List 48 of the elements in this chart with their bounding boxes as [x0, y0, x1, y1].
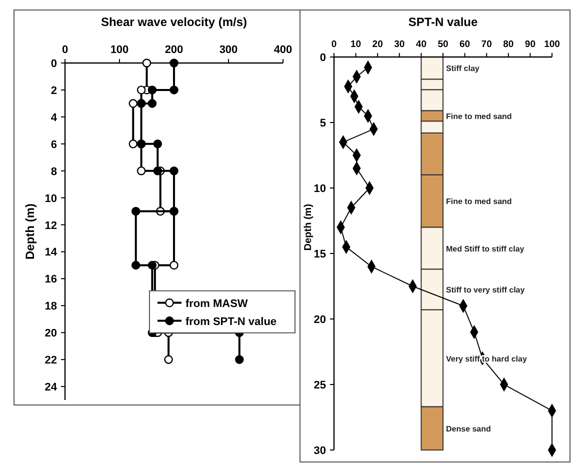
y-tick-label: 20 [314, 314, 326, 326]
x-tick-label: 100 [544, 39, 560, 50]
band-label: Med Stiff to stiff clay [446, 244, 525, 254]
x-tick-label: 30 [394, 39, 405, 50]
legend-label: from MASW [185, 298, 248, 310]
x-tick-label: 20 [372, 39, 383, 50]
y-axis-title: Depth (m) [303, 204, 314, 251]
y-axis-title: Depth (m) [23, 204, 37, 260]
y-tick-label: 25 [314, 380, 326, 392]
y-tick-label: 12 [44, 220, 57, 232]
y-tick-label: 16 [44, 274, 57, 286]
y-tick-label: 0 [320, 52, 326, 64]
y-tick-label: 0 [50, 58, 57, 70]
y-tick-label: 20 [44, 328, 57, 340]
y-tick-label: 8 [50, 166, 57, 178]
band-label: Stiff to very stiff clay [446, 286, 526, 295]
x-tick-label: 0 [331, 39, 337, 50]
band-label: Dense sand [446, 424, 492, 434]
y-tick-label: 22 [44, 354, 57, 367]
y-tick-label: 10 [314, 183, 326, 195]
y-tick-label: 5 [320, 118, 326, 130]
x-tick-label: 10 [350, 39, 362, 50]
y-tick-label: 4 [50, 112, 58, 124]
x-tick-label: 100 [110, 44, 129, 56]
y-tick-label: 14 [44, 246, 58, 259]
x-tick-label: 40 [416, 39, 426, 50]
x-tick-label: 60 [460, 39, 470, 50]
x-axis-title: Shear wave velocity (m/s) [100, 15, 248, 29]
band-label: Fine to med sand [446, 112, 512, 121]
x-tick-label: 400 [274, 44, 292, 56]
legend-label: from SPT-N value [185, 316, 277, 328]
band-label: Fine to med sand [446, 197, 512, 206]
x-tick-label: 70 [481, 39, 492, 50]
y-tick-label: 24 [44, 382, 58, 394]
y-tick-label: 15 [314, 248, 326, 260]
x-tick-label: 80 [503, 39, 514, 50]
y-tick-label: 10 [44, 192, 57, 205]
x-tick-label: 300 [219, 44, 238, 56]
y-tick-label: 18 [44, 300, 57, 313]
x-tick-label: 90 [524, 39, 536, 50]
y-tick-label: 30 [314, 445, 326, 457]
x-tick-label: 200 [164, 44, 184, 56]
y-tick-label: 2 [50, 84, 57, 97]
band-label: Stiff clay [446, 64, 480, 74]
x-tick-label: 0 [62, 44, 68, 56]
y-tick-label: 6 [50, 138, 57, 151]
x-axis-title: SPT-N value [408, 15, 478, 29]
x-tick-label: 50 [438, 39, 448, 50]
